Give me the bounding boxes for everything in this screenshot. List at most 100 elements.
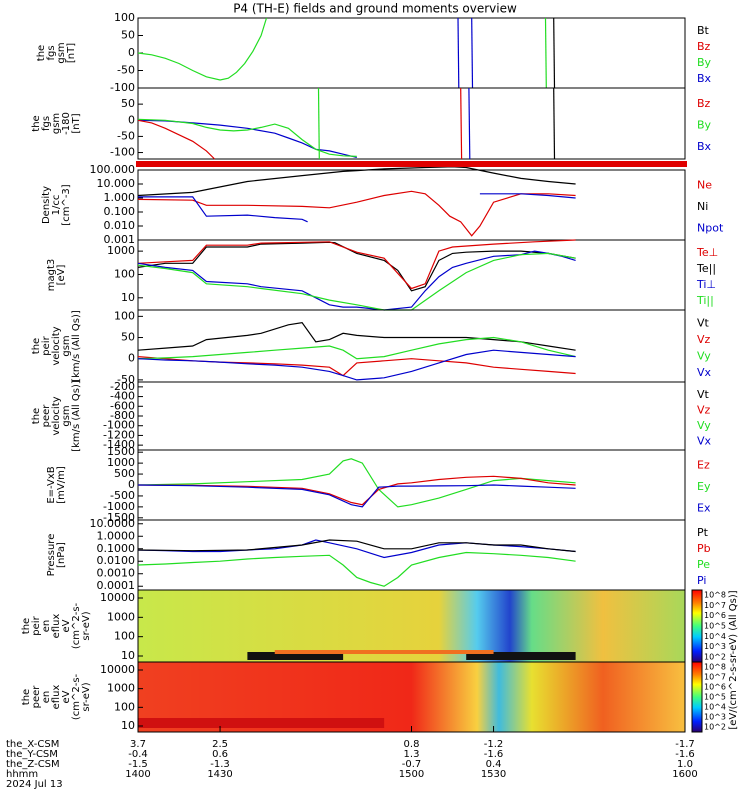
series-line-by (137, 17, 268, 81)
x-tick-value: -1.6 (484, 749, 504, 760)
colorbar-tick-label: 10^2 (704, 653, 726, 662)
y-tick-label: -600 (110, 399, 135, 412)
y-axis-label: fgs (41, 116, 52, 131)
y-axis-label: (cm^2-s- (71, 673, 82, 720)
x-tick-value: 0.4 (486, 759, 502, 770)
y-tick-label: 100.000 (90, 163, 136, 176)
series-line-bz (137, 119, 216, 160)
y-tick-label: -1000 (103, 500, 135, 513)
y-tick-label: 500 (114, 467, 135, 480)
series-line-npot (138, 196, 308, 223)
y-tick-label: 0.1000 (97, 542, 136, 555)
y-axis-label: magt3 (46, 259, 57, 292)
series-line-vy (137, 336, 576, 360)
y-tick-label: -50 (117, 64, 135, 77)
y-tick-label: 0.010 (104, 219, 136, 232)
y-tick-label: 10000 (100, 591, 135, 604)
series-line-bx (471, 17, 474, 89)
x-axis-row-label: the_Z-CSM (6, 759, 60, 770)
y-axis-label: the (31, 338, 42, 354)
legend-ex: Ex (697, 501, 711, 514)
y-tick-label: 1500 (107, 445, 135, 458)
legend-vz: Vz (697, 333, 711, 346)
y-axis-label: Density (41, 186, 52, 224)
panel-frame (137, 87, 686, 160)
y-tick-label: 100 (114, 309, 135, 322)
y-axis-label: [km/s (All Qs)] (71, 380, 82, 452)
y-axis-label: [eV] (56, 265, 67, 286)
series-line-bx (468, 87, 471, 160)
y-tick-label: 0 (128, 352, 135, 365)
y-tick-label: 10 (121, 649, 135, 662)
y-tick-label: 100 (114, 11, 135, 24)
y-tick-label: 50 (121, 29, 135, 42)
series-line-te (137, 241, 576, 292)
y-tick-label: -1000 (103, 419, 135, 432)
spectrogram-low-flux-region (247, 652, 344, 660)
y-tick-label: 1000 (107, 610, 135, 623)
y-axis-label: velocity (51, 326, 62, 365)
y-tick-label: 100 (114, 267, 135, 280)
x-tick-value: 1500 (399, 769, 424, 780)
y-axis-label: (cm^2-s- (71, 602, 82, 649)
series-line-vx (137, 349, 576, 381)
panel-frame (137, 519, 686, 591)
y-tick-label: 1000 (107, 244, 135, 257)
y-tick-label: 0 (128, 46, 135, 59)
y-tick-label: 0.0100 (97, 554, 136, 567)
y-axis-label: velocity (51, 396, 62, 435)
colorbar-tick-label: 10^2 (704, 723, 726, 732)
y-tick-label: -500 (110, 489, 135, 502)
y-axis-label: gsm (56, 42, 67, 63)
x-tick-value: 0.8 (404, 739, 420, 750)
y-axis-label: the (36, 45, 47, 61)
x-tick-value: 2.5 (212, 739, 228, 750)
series-line-by (137, 118, 357, 157)
x-tick-value: -0.4 (128, 749, 148, 760)
y-tick-label: -400 (110, 390, 135, 403)
y-axis-label: the (31, 115, 42, 131)
colorbar-tick-label: 10^4 (704, 703, 726, 712)
x-tick-value: 1530 (481, 769, 506, 780)
y-axis-label: peir (41, 335, 52, 355)
y-axis-label: peir (31, 615, 42, 635)
colorbar-tick-label: 10^3 (704, 642, 726, 651)
y-axis-label: eflux (51, 685, 62, 710)
y-axis-label: gsm (61, 405, 72, 426)
y-axis-label: peer (31, 685, 42, 709)
colorbar-tick-label: 10^6 (704, 683, 726, 692)
series-line-ez (137, 475, 576, 506)
legend-bt: Bt (697, 24, 710, 37)
series-line-bt (553, 87, 556, 160)
x-tick-value: -1.5 (128, 759, 148, 770)
y-axis-label: peer (41, 404, 52, 428)
y-tick-label: 50 (121, 331, 135, 344)
y-axis-label: 1/cc (51, 195, 62, 216)
y-axis-label: eflux (51, 614, 62, 639)
colorbar-label: [eV/(cm^2-s-sr-eV) (All Qs)] (728, 590, 739, 729)
x-tick-value: 1600 (672, 769, 697, 780)
colorbar-tick-label: 10^7 (704, 601, 726, 610)
x-tick-value: 1430 (207, 769, 232, 780)
y-axis-label: sr-eV) (81, 611, 92, 640)
y-tick-label: 1000 (107, 456, 135, 469)
panel-frame (137, 381, 686, 451)
panel-frame (137, 449, 686, 521)
legend-vz: Vz (697, 403, 711, 416)
x-axis-row-label: the_Y-CSM (6, 749, 58, 760)
x-tick-value: 1.3 (404, 749, 420, 760)
figure-title: P4 (TH-E) fields and ground moments over… (233, 2, 517, 16)
date-label: 2024 Jul 13 (6, 779, 63, 790)
y-tick-label: 1.000 (104, 191, 136, 204)
y-axis-label: eV (61, 690, 72, 703)
y-tick-label: -800 (110, 409, 135, 422)
y-tick-label: 10 (121, 291, 135, 304)
colorbar-tick-label: 10^8 (704, 663, 726, 672)
y-axis-label: E=-VxB (46, 466, 57, 503)
y-axis-label: [cm^-3] (61, 184, 72, 225)
y-tick-label: 100 (114, 700, 135, 713)
y-tick-label: 0.100 (104, 205, 136, 218)
legend-te: Te⊥ (696, 246, 718, 259)
legend-vt: Vt (697, 316, 710, 329)
